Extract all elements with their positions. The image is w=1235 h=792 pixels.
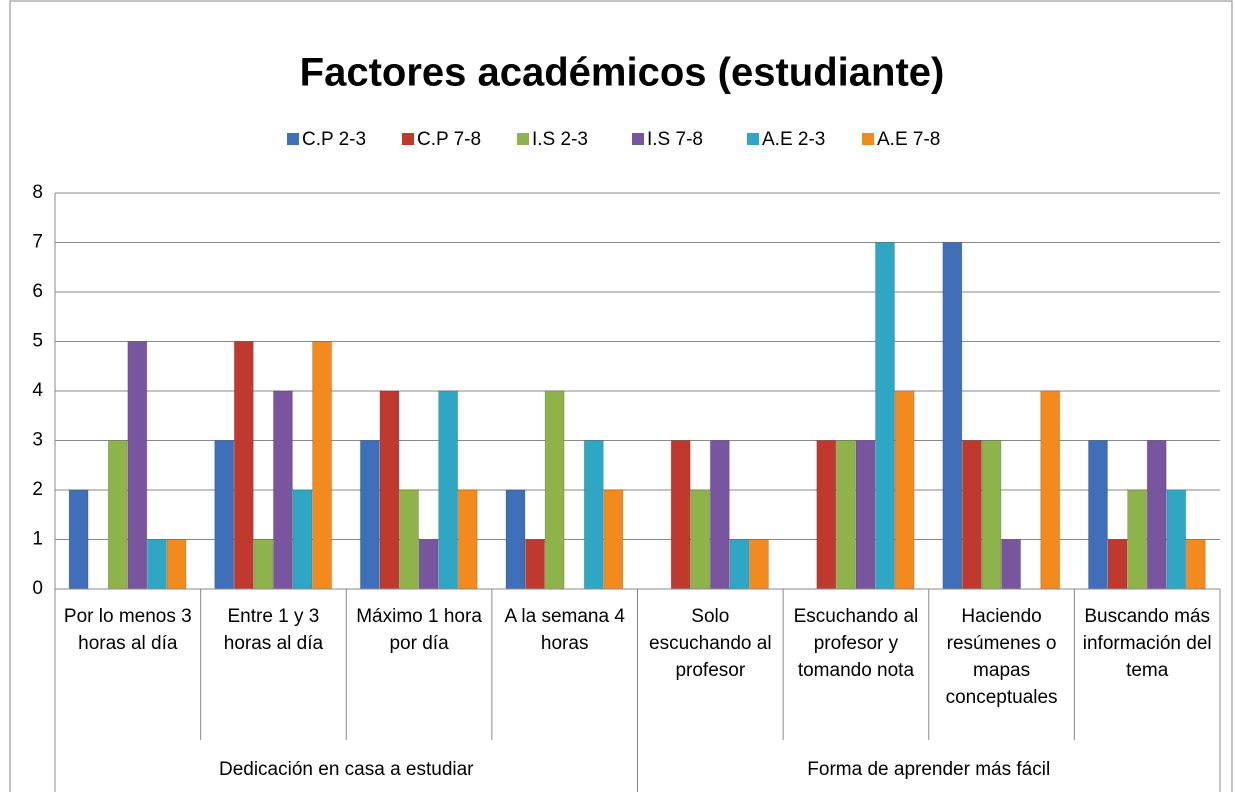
bar (1040, 390, 1061, 590)
bar (544, 390, 565, 590)
y-tick-label: 4 (32, 380, 43, 401)
bar (748, 539, 769, 590)
bar (875, 242, 896, 590)
legend-swatch (402, 133, 414, 145)
bar (438, 390, 459, 590)
bar (670, 440, 691, 590)
bar (981, 440, 1002, 590)
bar (398, 489, 419, 590)
bar (961, 440, 982, 590)
y-tick-label: 2 (32, 479, 43, 500)
bar (1185, 539, 1206, 590)
bar (729, 539, 750, 590)
x-tick-label: A la semana 4 horas (504, 606, 625, 654)
bar (359, 440, 380, 590)
bar (68, 489, 89, 590)
y-tick-label: 5 (32, 331, 43, 352)
bar (1127, 489, 1148, 590)
bar (835, 440, 856, 590)
x-tick-label: Máximo 1 hora por día (356, 606, 482, 654)
x-tick-label: Entre 1 y 3 horas al día (223, 606, 324, 654)
legend-label: I.S 2-3 (532, 129, 588, 150)
bar (942, 242, 963, 590)
bar (855, 440, 876, 590)
bar (1087, 440, 1108, 590)
y-tick-label: 0 (32, 578, 43, 599)
bar (1001, 539, 1022, 590)
x-tick-label: Buscando más información del tema (1082, 606, 1212, 681)
y-tick-label: 7 (32, 232, 43, 253)
bar (379, 390, 400, 590)
group-label: Forma de aprender más fácil (807, 759, 1051, 780)
bar (1146, 440, 1167, 590)
x-tick-label: Por lo menos 3 horas al día (63, 606, 192, 654)
bar (127, 341, 148, 590)
bar (505, 489, 526, 590)
legend-label: A.E 7-8 (877, 129, 940, 150)
legend-label: I.S 7-8 (647, 129, 703, 150)
y-tick-label: 3 (32, 430, 43, 451)
y-tick-label: 1 (32, 529, 43, 550)
x-tick-label: Haciendo resúmenes o mapas conceptuales (945, 606, 1058, 708)
bar (272, 390, 293, 590)
bar (214, 440, 235, 590)
legend-swatch (862, 133, 874, 145)
y-tick-label: 8 (32, 182, 43, 203)
legend-label: A.E 2-3 (762, 129, 825, 150)
x-tick-label: Solo escuchando al profesor (649, 606, 772, 681)
bar (166, 539, 187, 590)
bar (709, 440, 730, 590)
legend-swatch (632, 133, 644, 145)
bar (525, 539, 546, 590)
bar (603, 489, 624, 590)
group-label: Dedicación en casa a estudiar (218, 759, 474, 780)
bar (457, 489, 478, 590)
bar (253, 539, 274, 590)
bar (146, 539, 167, 590)
x-tick-label: Escuchando al profesor y tomando nota (793, 606, 919, 681)
legend-swatch (517, 133, 529, 145)
chart-title: Factores académicos (estudiante) (300, 51, 945, 95)
bar (312, 341, 333, 590)
bar (690, 489, 711, 590)
bar (1107, 539, 1128, 590)
bar (107, 440, 128, 590)
bar (816, 440, 837, 590)
y-tick-label: 6 (32, 281, 43, 302)
legend-label: C.P 7-8 (417, 129, 481, 150)
bar (418, 539, 439, 590)
bar (292, 489, 313, 590)
bar (233, 341, 254, 590)
bar (1166, 489, 1187, 590)
chart-frame (9, 0, 1233, 792)
legend-label: C.P 2-3 (302, 129, 366, 150)
legend-swatch (287, 133, 299, 145)
legend-swatch (747, 133, 759, 145)
bar (583, 440, 604, 590)
bar (894, 390, 915, 590)
